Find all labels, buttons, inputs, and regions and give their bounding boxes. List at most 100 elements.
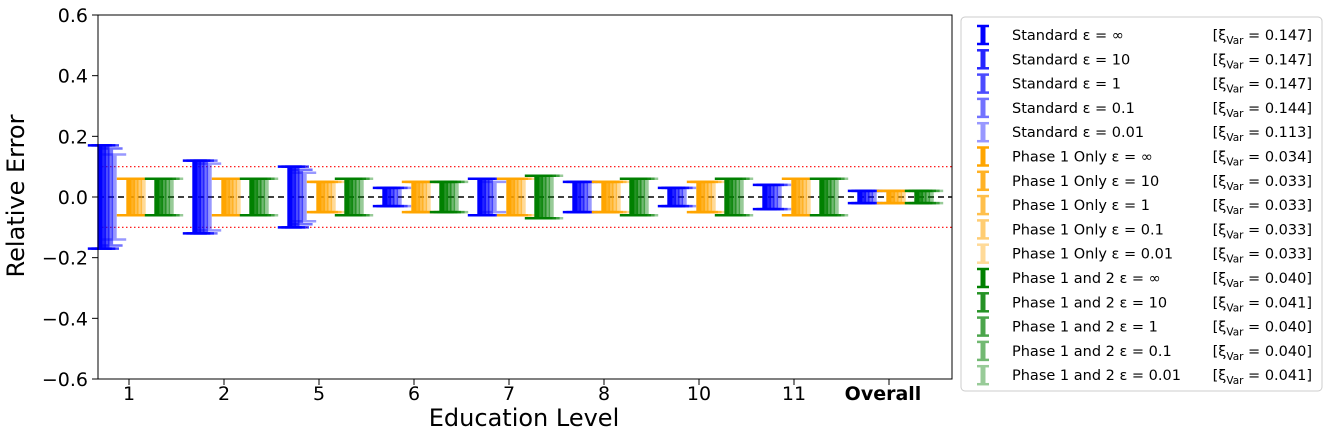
legend-xi-var: [ξVar = 0.147] <box>1213 52 1312 71</box>
legend-swatch <box>977 170 989 192</box>
legend-swatch <box>977 316 989 337</box>
error-bar <box>155 177 180 217</box>
legend-xi-var: [ξVar = 0.041] <box>1213 368 1312 387</box>
x-tick-label: 6 <box>408 383 420 405</box>
error-bar <box>321 180 346 214</box>
legend-swatch <box>977 364 989 386</box>
legend-item: Standard ε = ∞ [ξVar = 0.147] <box>977 24 1312 47</box>
y-tick-label: 0.0 <box>58 187 88 209</box>
legend-swatch <box>977 267 989 289</box>
legend-swatch <box>977 49 989 70</box>
legend-label: Phase 1 and 2 ε = 0.1 <box>1012 344 1172 360</box>
error-bar <box>824 177 849 217</box>
error-bar <box>482 180 507 214</box>
error-bar <box>345 177 370 217</box>
legend: Standard ε = ∞ [ξVar = 0.147]Standard ε =… <box>960 16 1323 392</box>
legend-xi-var: [ξVar = 0.041] <box>1213 295 1312 314</box>
y-tick-label: 0.6 <box>58 5 88 27</box>
legend-item: Phase 1 Only ε = 1 [ξVar = 0.033] <box>977 194 1312 217</box>
error-bar <box>102 153 127 241</box>
error-bar <box>763 183 788 211</box>
legend-item: Phase 1 and 2 ε = 0.01 [ξVar = 0.041] <box>977 364 1312 387</box>
error-bar <box>919 189 944 205</box>
error-bar <box>317 180 342 214</box>
legend-label: Phase 1 Only ε = 0.1 <box>1012 222 1164 238</box>
legend-swatch <box>977 243 989 264</box>
error-bar <box>507 177 532 217</box>
x-axis-label: Education Level <box>429 404 619 432</box>
legend-label: Phase 1 Only ε = 10 <box>1012 174 1159 190</box>
y-axis-label: Relative Error <box>2 114 30 277</box>
error-bar <box>349 177 374 217</box>
legend-item: Standard ε = 0.1 [ξVar = 0.144] <box>977 97 1312 120</box>
error-bar <box>668 186 693 208</box>
legend-item: Phase 1 and 2 ε = 0.1 [ξVar = 0.040] <box>977 340 1312 363</box>
error-bar <box>606 180 631 214</box>
x-tick-label: 2 <box>218 383 230 405</box>
legend-xi-var: [ξVar = 0.033] <box>1213 174 1312 193</box>
legend-xi-var: [ξVar = 0.033] <box>1213 247 1312 266</box>
error-bar <box>535 174 560 220</box>
error-bar <box>820 177 845 217</box>
legend-item: Standard ε = 10 [ξVar = 0.147] <box>977 49 1312 71</box>
legend-swatch <box>977 24 989 46</box>
legend-swatch <box>977 194 989 216</box>
error-bar <box>292 171 317 223</box>
error-bar <box>285 165 309 229</box>
error-bar <box>539 174 564 220</box>
error-bar <box>197 162 222 232</box>
legend-xi-var: [ξVar = 0.147] <box>1213 28 1312 47</box>
legend-box <box>960 16 1323 392</box>
error-bar <box>444 180 469 214</box>
legend-swatch <box>977 121 989 143</box>
legend-swatch <box>977 97 989 119</box>
y-tick-label: 0.4 <box>58 66 88 88</box>
legend-item: Phase 1 and 2 ε = 10 [ξVar = 0.041] <box>977 292 1312 314</box>
error-bar <box>701 180 726 214</box>
legend-swatch <box>977 292 989 313</box>
legend-xi-var: [ξVar = 0.113] <box>1213 125 1312 144</box>
error-bar <box>288 168 313 226</box>
plot-area <box>87 144 952 250</box>
legend-label: Standard ε = 10 <box>1012 52 1130 68</box>
legend-item: Phase 1 and 2 ε = ∞ [ξVar = 0.040] <box>977 267 1312 290</box>
legend-label: Standard ε = ∞ <box>1012 28 1124 44</box>
legend-xi-var: [ξVar = 0.144] <box>1213 101 1312 120</box>
legend-item: Phase 1 and 2 ε = 1 [ξVar = 0.040] <box>977 316 1312 339</box>
legend-label: Phase 1 and 2 ε = ∞ <box>1012 271 1161 287</box>
error-bar <box>383 186 408 208</box>
legend-item: Standard ε = 0.01 [ξVar = 0.113] <box>977 121 1312 144</box>
legend-label: Standard ε = 1 <box>1012 77 1121 93</box>
legend-xi-var: [ξVar = 0.147] <box>1213 77 1312 96</box>
legend-item: Standard ε = 1 [ξVar = 0.147] <box>977 73 1312 96</box>
y-tick-label: −0.4 <box>42 308 88 330</box>
error-bar <box>725 177 750 217</box>
legend-label: Standard ε = 0.1 <box>1012 101 1135 117</box>
legend-swatch <box>977 146 989 167</box>
legend-item: Phase 1 Only ε = 0.1 [ξVar = 0.033] <box>977 219 1312 241</box>
error-bar <box>440 180 465 214</box>
legend-label: Phase 1 Only ε = ∞ <box>1012 150 1153 166</box>
error-bar <box>193 159 218 235</box>
error-bar <box>511 177 536 217</box>
legend-item: Phase 1 Only ε = 10 [ξVar = 0.033] <box>977 170 1312 193</box>
error-bar <box>98 147 123 247</box>
legend-label: Phase 1 Only ε = 0.01 <box>1012 247 1173 263</box>
x-tick-label: 11 <box>782 383 806 405</box>
x-tick-label: 8 <box>598 383 610 405</box>
error-bar <box>387 186 412 208</box>
x-tick-label: 1 <box>123 383 135 405</box>
legend-xi-var: [ξVar = 0.033] <box>1213 222 1312 241</box>
error-bar <box>95 144 119 250</box>
error-bar <box>634 177 659 217</box>
legend-label: Standard ε = 0.01 <box>1012 125 1144 141</box>
legend-xi-var: [ξVar = 0.040] <box>1213 320 1312 339</box>
x-tick-label: 7 <box>503 383 515 405</box>
legend-label: Phase 1 and 2 ε = 10 <box>1012 295 1167 311</box>
legend-label: Phase 1 Only ε = 1 <box>1012 198 1150 214</box>
legend-item: Phase 1 Only ε = ∞ [ξVar = 0.034] <box>977 146 1312 169</box>
legend-label: Phase 1 and 2 ε = 1 <box>1012 320 1158 336</box>
error-bar <box>630 177 655 217</box>
legend-xi-var: [ξVar = 0.040] <box>1213 344 1312 363</box>
